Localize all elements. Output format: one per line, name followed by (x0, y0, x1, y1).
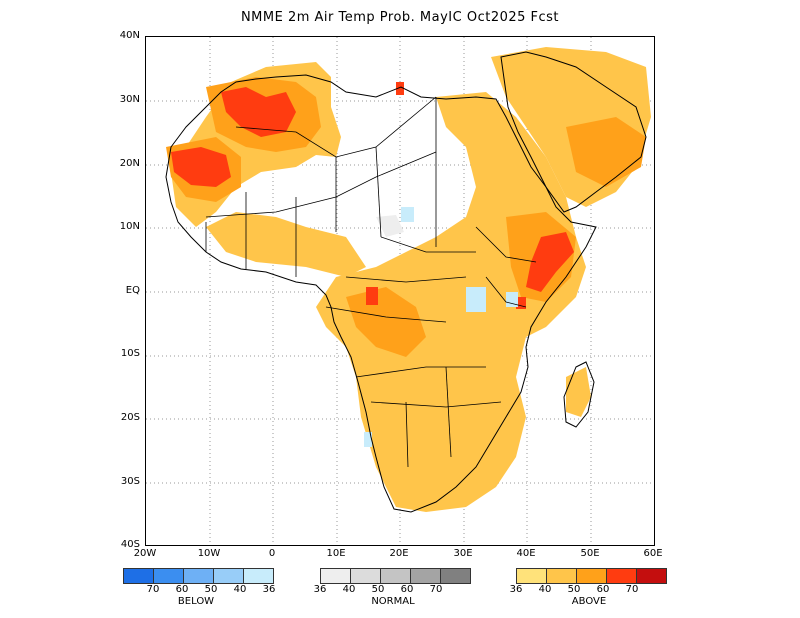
y-tick-label: 30N (119, 94, 140, 105)
legend-tick: 36 (262, 584, 276, 595)
map-panel (145, 36, 655, 546)
legend-above-label: ABOVE (571, 596, 607, 607)
y-tick-label: 40N (119, 30, 140, 41)
legend-tick: 36 (313, 584, 327, 595)
x-tick-label: 60E (643, 548, 663, 559)
legend-normal-label: NORMAL (371, 596, 415, 607)
legend-tick: 70 (625, 584, 639, 595)
legend-normal-colorbar (320, 568, 471, 584)
normal-36-shading (376, 215, 404, 237)
legend-above-colorbar (516, 568, 667, 584)
country-borders (205, 96, 537, 468)
legend-tick: 40 (538, 584, 552, 595)
legend-tick: 60 (596, 584, 610, 595)
y-tick-label: 10S (120, 348, 140, 359)
legend-swatch (243, 568, 274, 584)
africa-map (146, 37, 654, 545)
x-tick-label: 20W (133, 548, 157, 559)
legend-below-colorbar (123, 568, 274, 584)
legend-tick: 40 (233, 584, 247, 595)
y-tick-label: 10N (119, 221, 140, 232)
y-tick-label: 40S (120, 539, 140, 550)
y-tick-label: 20S (120, 412, 140, 423)
y-tick-label: EQ (125, 285, 140, 296)
legend-tick: 60 (175, 584, 189, 595)
legend-swatch (636, 568, 667, 584)
legend-normal: 36 40 50 60 70 NORMAL (314, 568, 471, 607)
above-60-shading (171, 82, 574, 309)
legend-tick: 70 (146, 584, 160, 595)
x-tick-label: 20E (389, 548, 409, 559)
legend-tick: 50 (371, 584, 385, 595)
legend-tick: 70 (429, 584, 443, 595)
coastlines (165, 51, 647, 513)
legend-tick: 36 (509, 584, 523, 595)
x-tick-label: 40E (516, 548, 536, 559)
x-tick-label: 0 (268, 548, 276, 559)
legend-swatch (440, 568, 471, 584)
legend-tick: 40 (342, 584, 356, 595)
x-tick-label: 30E (453, 548, 473, 559)
x-tick-label: 50E (580, 548, 600, 559)
below-36-shading (364, 207, 518, 447)
legend-above: 36 40 50 60 70 ABOVE (510, 568, 667, 607)
y-tick-label: 30S (120, 476, 140, 487)
legend-below-label: BELOW (177, 596, 215, 607)
legend-tick: 60 (400, 584, 414, 595)
legend-below: 70 60 50 40 36 BELOW (123, 568, 275, 607)
legend-tick: 50 (204, 584, 218, 595)
chart-title: NMME 2m Air Temp Prob. MayIC Oct2025 Fcs… (240, 10, 560, 25)
legend-tick: 50 (567, 584, 581, 595)
x-tick-label: 10E (326, 548, 346, 559)
y-tick-label: 20N (119, 158, 140, 169)
x-tick-label: 10W (197, 548, 221, 559)
